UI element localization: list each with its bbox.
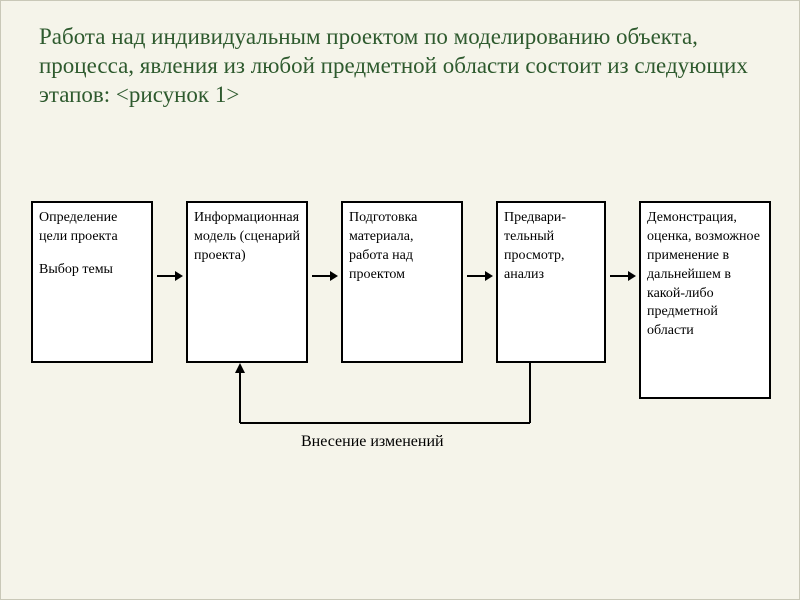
flow-box-2: Информационная модель (сценарий проекта): [186, 201, 308, 363]
arrow-right-icon: [157, 268, 183, 284]
flow-box-4: Предвари- тельный просмотр, анализ: [496, 201, 606, 363]
arrow-2-3: [312, 201, 338, 351]
arrow-3-4: [467, 201, 493, 351]
feedback-loop: Внесение изменений: [31, 421, 771, 541]
flow-box-1: Определение цели проекта Выбор темы: [31, 201, 153, 363]
title-block: Работа над индивидуальным проектом по мо…: [1, 1, 799, 119]
arrow-1-2: [157, 201, 183, 351]
arrow-right-icon: [312, 268, 338, 284]
feedback-arrow-icon: [31, 363, 771, 483]
slide-title: Работа над индивидуальным проектом по мо…: [39, 23, 761, 109]
box-text-top: Информационная модель (сценарий проекта): [194, 209, 300, 266]
spacer: [39, 247, 145, 261]
box-text-bottom: Выбор темы: [39, 261, 145, 280]
flowchart-diagram: Определение цели проекта Выбор темы Инфо…: [31, 201, 771, 561]
box-text-top: Демонстрация, оценка, возможное применен…: [647, 209, 763, 341]
feedback-label: Внесение изменений: [301, 433, 444, 451]
box-text-top: Предвари- тельный просмотр, анализ: [504, 209, 598, 285]
slide-frame: Работа над индивидуальным проектом по мо…: [0, 0, 800, 600]
arrow-4-5: [610, 201, 636, 351]
arrow-right-icon: [467, 268, 493, 284]
arrow-right-icon: [610, 268, 636, 284]
flow-box-3: Подготовка материала, работа над проекто…: [341, 201, 463, 363]
box-text-top: Подготовка материала, работа над проекто…: [349, 209, 455, 285]
box-text-top: Определение цели проекта: [39, 209, 145, 247]
